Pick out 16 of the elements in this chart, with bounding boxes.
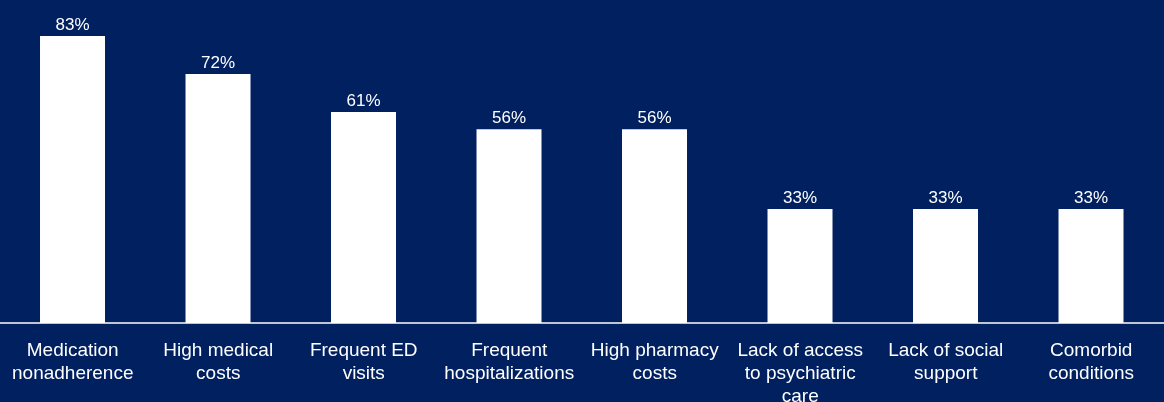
- x-tick-label: High pharmacy costs: [590, 339, 720, 383]
- x-tick-label: Lack of social support: [888, 339, 1004, 383]
- data-label: 72%: [201, 53, 236, 73]
- data-label: 83%: [55, 15, 90, 34]
- x-tick-label: Medication nonadherence: [12, 339, 134, 383]
- data-label: 56%: [492, 108, 527, 128]
- x-tick-label: High medical costs: [163, 339, 274, 383]
- data-label: 33%: [928, 187, 963, 207]
- data-label: 33%: [783, 187, 818, 207]
- data-label: 56%: [637, 108, 672, 128]
- x-tick-label: Frequent ED visits: [309, 339, 418, 383]
- x-tick-label: Frequent hospitalizations: [444, 339, 575, 383]
- x-tick-label: Lack of access to psychiatric care: [737, 339, 864, 402]
- data-label: 33%: [1074, 187, 1109, 207]
- x-tick-label: Comorbid conditions: [1048, 339, 1135, 383]
- data-label: 61%: [346, 91, 381, 111]
